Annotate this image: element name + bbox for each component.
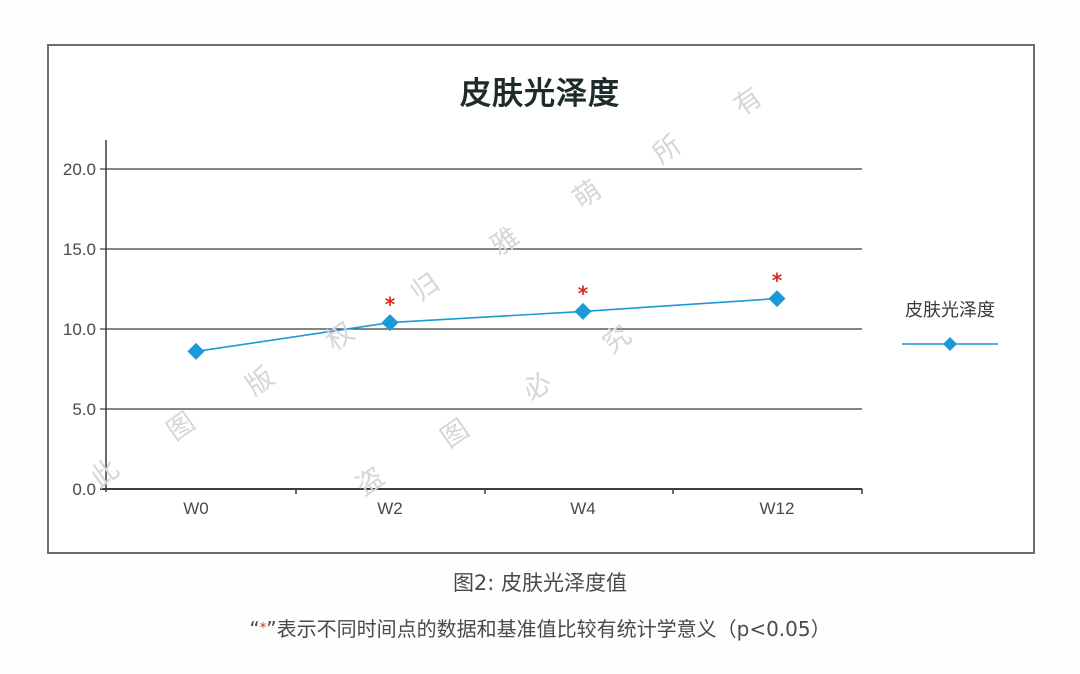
y-tick-label: 10.0 xyxy=(63,320,96,339)
y-tick-label: 5.0 xyxy=(72,400,96,419)
close-quote: ” xyxy=(266,617,277,641)
significance-stars: * * * xyxy=(385,269,783,317)
chart-title: 皮肤光泽度 xyxy=(460,76,620,112)
y-tick-label: 20.0 xyxy=(63,160,96,179)
series-markers xyxy=(187,290,786,360)
open-quote: “ xyxy=(249,617,260,641)
gridlines xyxy=(100,168,862,410)
series-line xyxy=(195,297,778,353)
data-point-diamond-icon xyxy=(381,314,399,332)
significance-star-icon: * xyxy=(385,293,396,317)
significance-star-icon: * xyxy=(772,269,783,293)
y-tick-labels: 20.0 15.0 10.0 5.0 0.0 xyxy=(63,160,96,499)
legend-diamond-icon xyxy=(902,337,998,351)
legend-label: 皮肤光泽度 xyxy=(905,300,995,321)
x-axis-ticks xyxy=(295,489,863,494)
data-point-diamond-icon xyxy=(768,290,786,308)
x-tick-label: W2 xyxy=(377,499,403,518)
significance-note: “*”表示不同时间点的数据和基准值比较有统计学意义（p<0.05） xyxy=(0,613,1080,642)
x-tick-label: W12 xyxy=(760,499,795,518)
data-point-diamond-icon xyxy=(187,342,205,360)
figure-caption: 图2: 皮肤光泽度值 xyxy=(452,571,628,595)
y-tick-label: 0.0 xyxy=(72,480,96,499)
note-text: 表示不同时间点的数据和基准值比较有统计学意义（p<0.05） xyxy=(276,617,831,641)
star-icon: * xyxy=(259,621,267,636)
legend: 皮肤光泽度 xyxy=(890,296,1010,352)
x-tick-label: W0 xyxy=(183,499,209,518)
x-tick-labels: W0 W2 W4 W12 xyxy=(183,499,794,518)
x-tick-label: W4 xyxy=(570,499,596,518)
significance-star-icon: * xyxy=(578,281,589,305)
y-tick-label: 15.0 xyxy=(63,240,96,259)
chart-frame xyxy=(47,44,1035,554)
data-point-diamond-icon xyxy=(574,302,592,320)
